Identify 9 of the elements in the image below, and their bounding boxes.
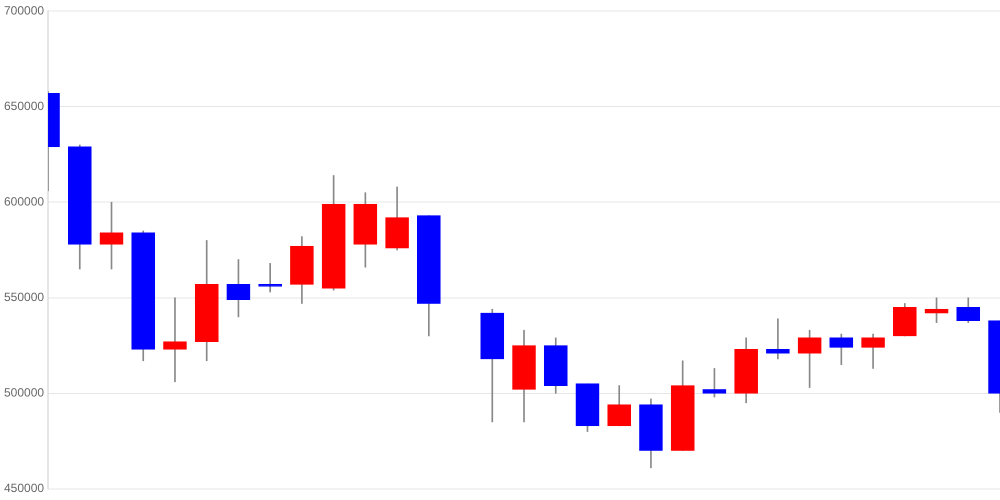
candlestick xyxy=(924,297,948,323)
y-tick-label: 500000 xyxy=(4,386,44,400)
y-tick-label: 450000 xyxy=(4,481,44,496)
y-tick-label: 550000 xyxy=(4,290,44,304)
candlestick xyxy=(163,297,187,382)
y-tick-label: 600000 xyxy=(4,194,44,209)
y-tick-label: 650000 xyxy=(4,99,44,114)
y-tick-label: 700000 xyxy=(4,4,44,18)
candlestick xyxy=(100,202,124,270)
